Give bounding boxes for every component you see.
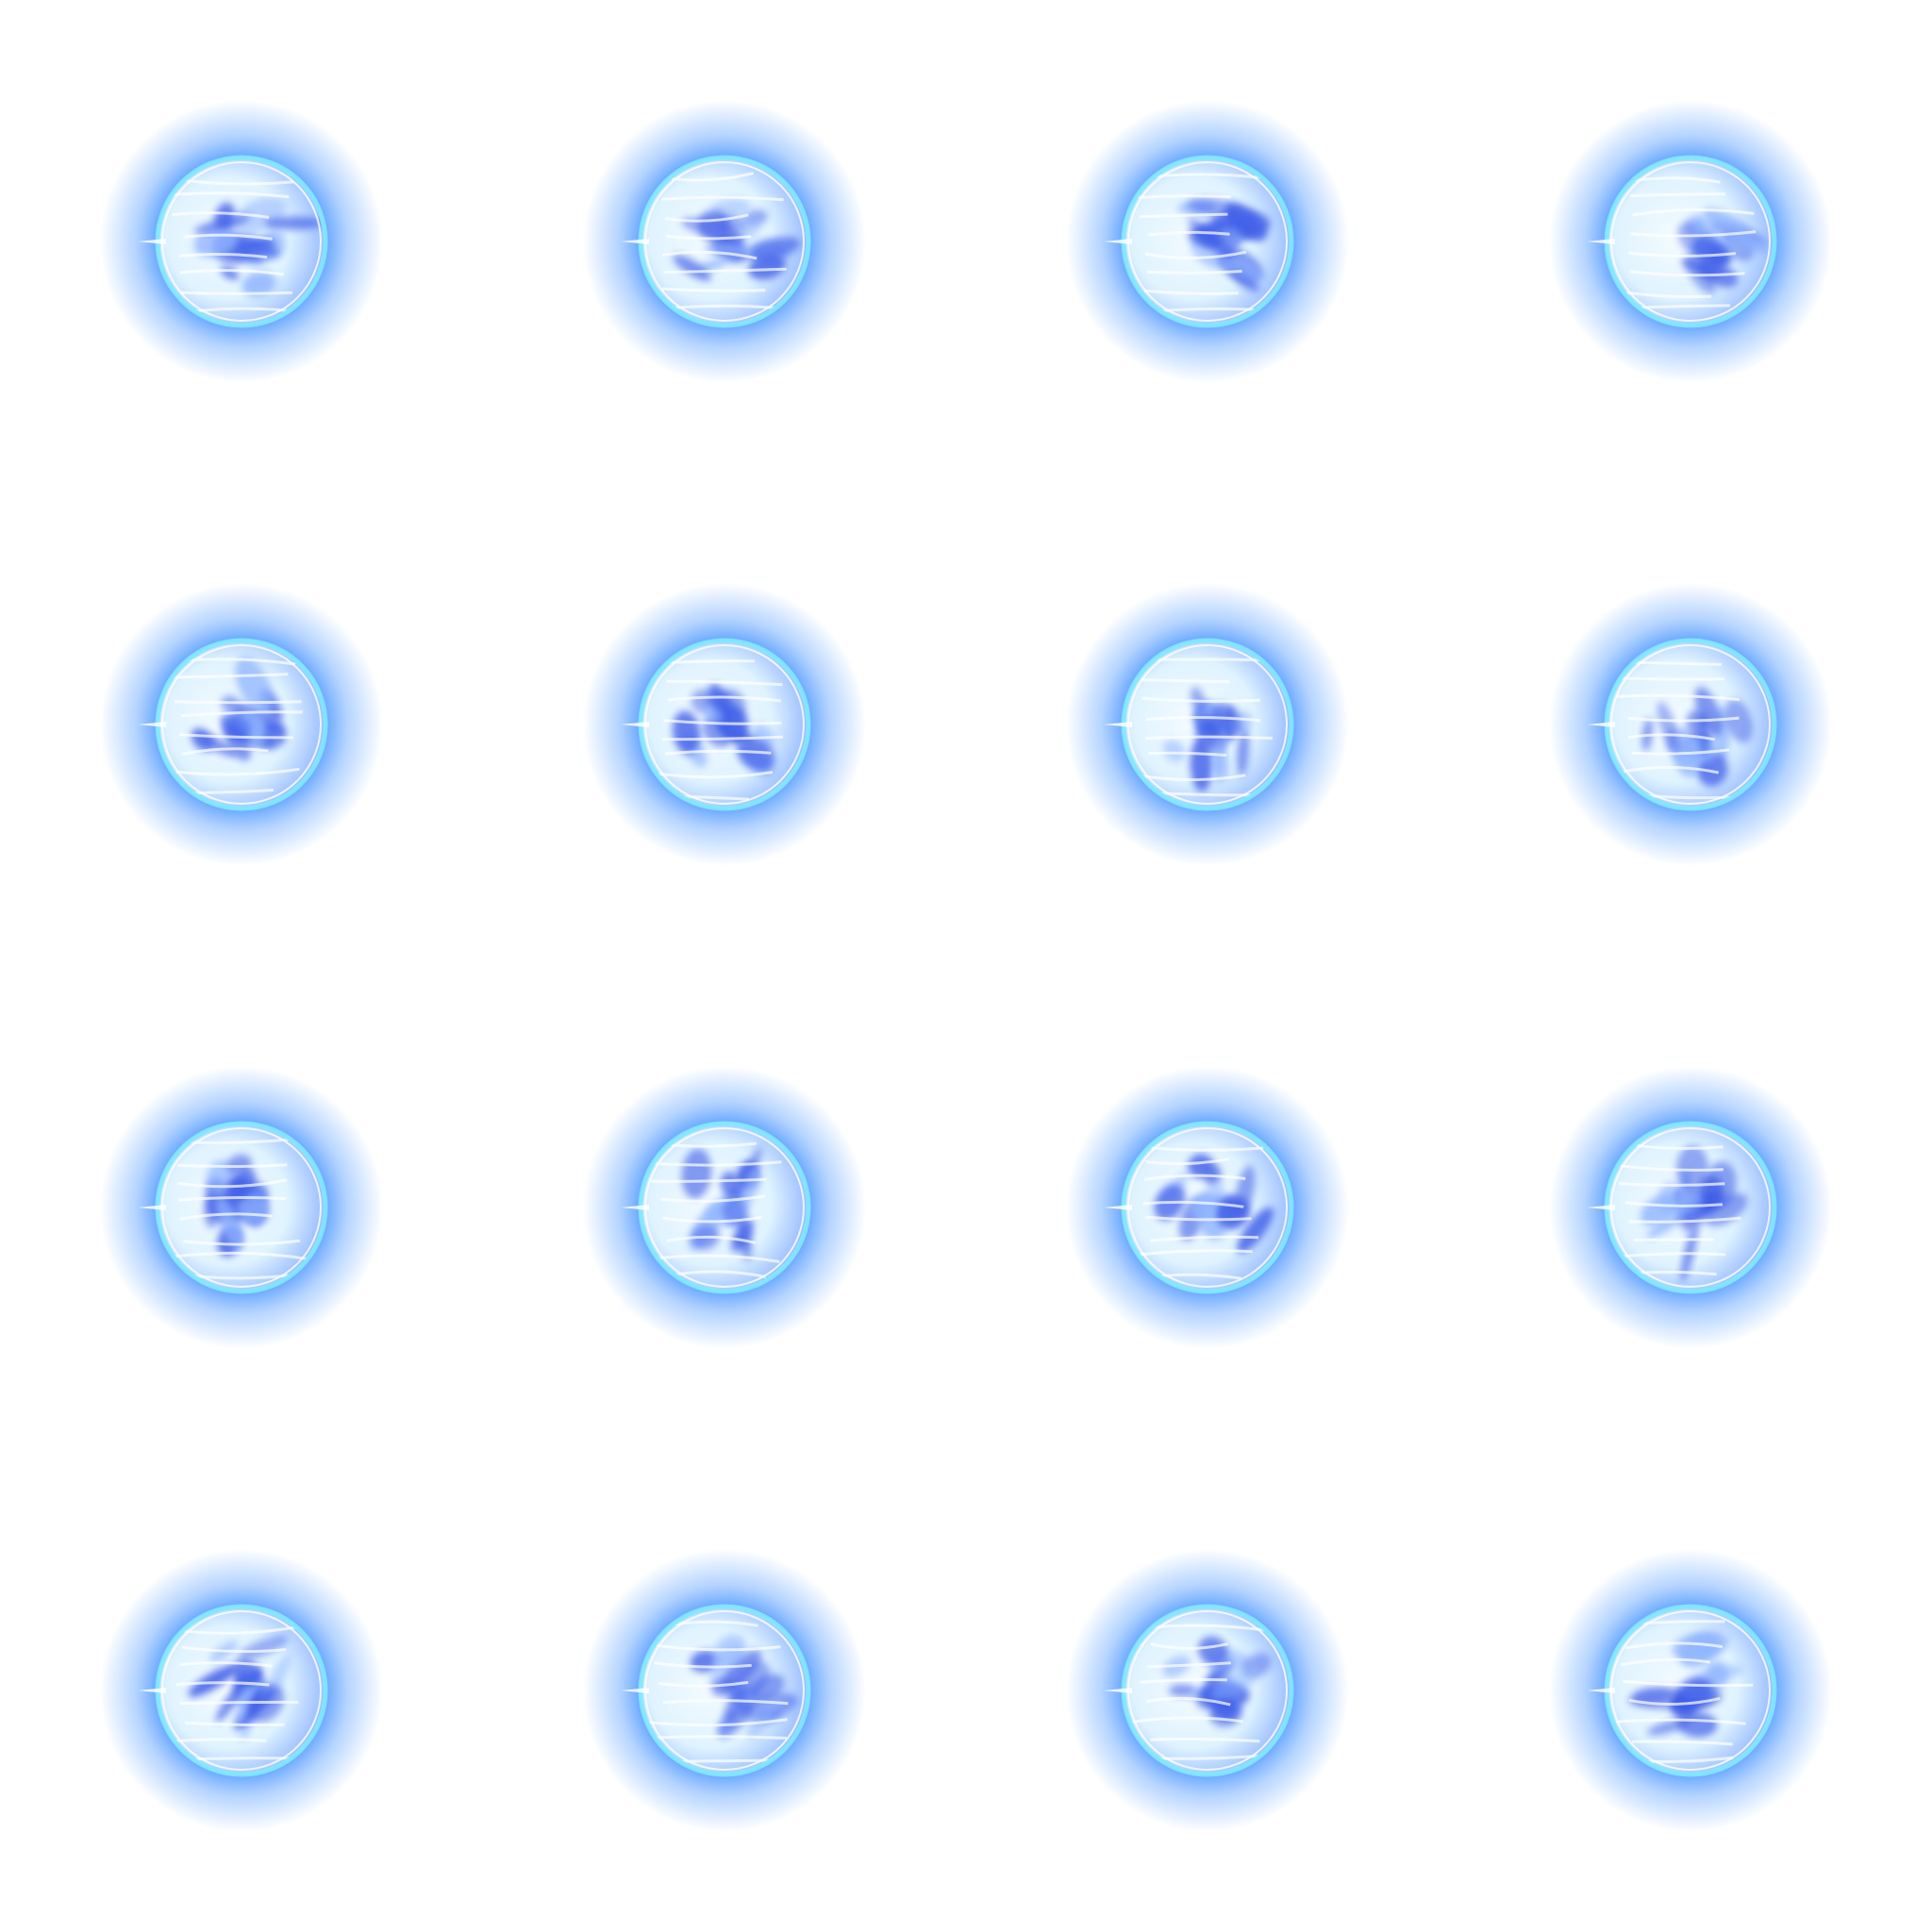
energy-orb-graphic (1066, 100, 1349, 383)
frame-cell (966, 1449, 1449, 1932)
frame-cell (966, 966, 1449, 1449)
frame-cell (0, 0, 483, 483)
frame-cell (0, 966, 483, 1449)
frame-cell (966, 483, 1449, 966)
energy-orb-graphic (100, 583, 383, 866)
frame-cell (966, 0, 1449, 483)
energy-orb-graphic (1066, 583, 1349, 866)
energy-orb-graphic (100, 1066, 383, 1349)
frame-cell (483, 1449, 966, 1932)
frame-cell (1449, 1449, 1932, 1932)
energy-orb-graphic (1549, 583, 1832, 866)
frame-cell (1449, 0, 1932, 483)
energy-orb-graphic (100, 1549, 383, 1832)
frame-cell (0, 1449, 483, 1932)
frame-cell (483, 0, 966, 483)
frame-cell (1449, 966, 1932, 1449)
frame-cell (483, 966, 966, 1449)
energy-orb-graphic (100, 100, 383, 383)
energy-orb-graphic (583, 1549, 866, 1832)
energy-orb-graphic (1549, 1066, 1832, 1349)
frame-cell (1449, 483, 1932, 966)
energy-orb-graphic (1549, 1549, 1832, 1832)
energy-orb-graphic (1549, 100, 1832, 383)
frame-cell (483, 483, 966, 966)
energy-orb-graphic (583, 1066, 866, 1349)
energy-orb-graphic (1066, 1549, 1349, 1832)
energy-orb-graphic (583, 100, 866, 383)
energy-orb-graphic (583, 583, 866, 866)
frame-cell (0, 483, 483, 966)
energy-orb-graphic (1066, 1066, 1349, 1349)
